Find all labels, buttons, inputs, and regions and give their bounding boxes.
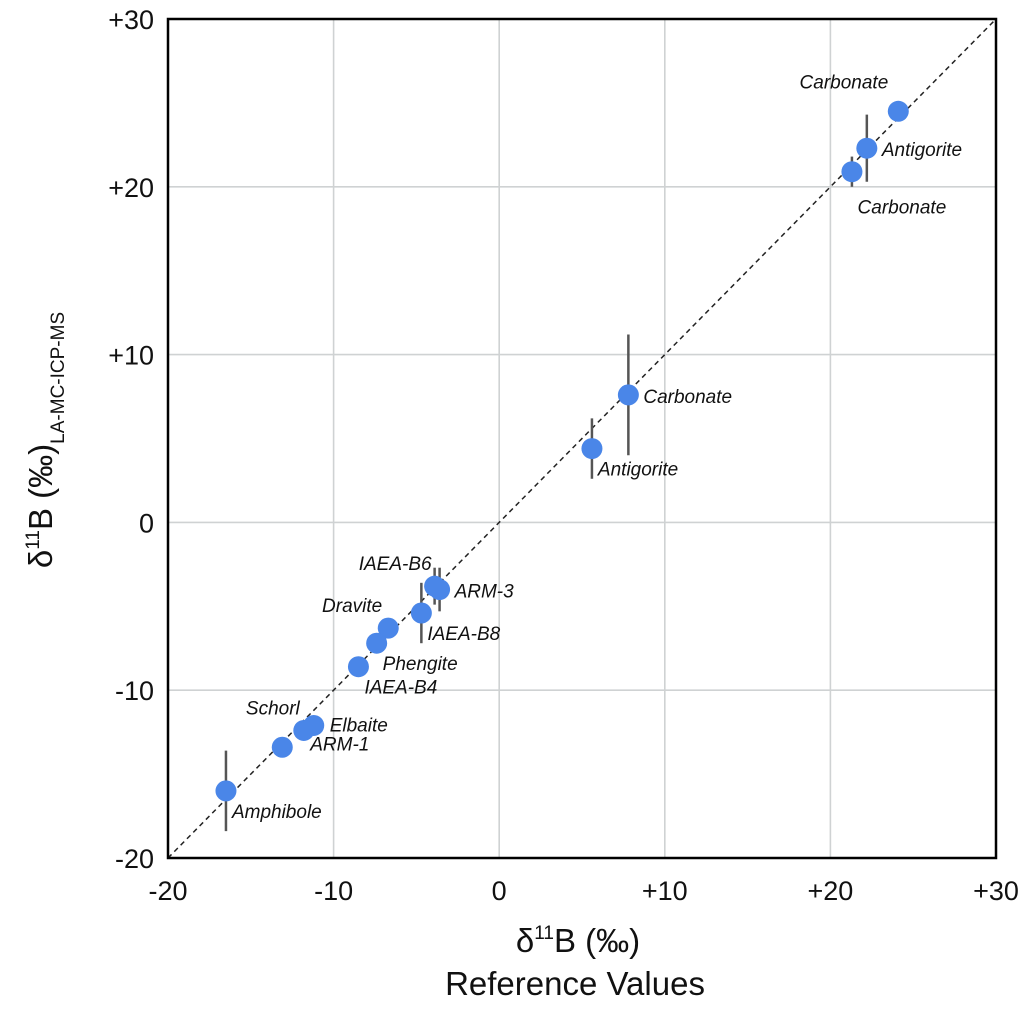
data-point	[293, 719, 315, 741]
point-label: Amphibole	[231, 802, 322, 823]
x-tick-labels: -20 -10 0 +10 +20 +30	[148, 876, 1018, 906]
data-point	[887, 100, 909, 122]
data-point	[410, 602, 432, 624]
point-label: IAEA-B4	[364, 678, 437, 699]
y-tick-label: -10	[115, 676, 154, 706]
point-label: Carbonate	[643, 387, 732, 408]
y-tick-label: -20	[115, 844, 154, 874]
x-tick-label: +20	[807, 876, 853, 906]
data-point	[841, 161, 863, 183]
x-axis-label: δ11B (‰)	[516, 922, 640, 959]
point-label: Antigorite	[881, 140, 962, 161]
data-point	[347, 656, 369, 678]
data-point	[271, 736, 293, 758]
data-point	[366, 632, 388, 654]
y-tick-label: +30	[108, 5, 154, 35]
point-label: Schorl	[246, 698, 301, 719]
data-point	[429, 579, 451, 601]
grid-lines	[168, 19, 996, 858]
point-label: IAEA-B8	[427, 624, 500, 645]
y-tick-label: +10	[108, 341, 154, 371]
point-label: ARM-1	[309, 734, 369, 755]
point-label: Phengite	[383, 654, 458, 675]
data-points	[215, 100, 909, 802]
x-tick-label: -20	[148, 876, 187, 906]
y-tick-label: +20	[108, 173, 154, 203]
x-tick-label: +30	[973, 876, 1019, 906]
point-label: Carbonate	[858, 198, 947, 219]
point-labels: Carbonate Antigorite Carbonate Carbonate Ant…	[231, 72, 962, 823]
one-to-one-reference-line	[167, 18, 997, 859]
data-point	[617, 384, 639, 406]
y-axis-label: δ11B (‰)LA-MC-ICP-MS	[22, 312, 69, 568]
point-label: Carbonate	[800, 72, 889, 93]
x-tick-label: +10	[642, 876, 688, 906]
point-label: Dravite	[322, 596, 382, 617]
point-label: ARM-3	[454, 582, 515, 603]
point-label: IAEA-B6	[359, 554, 432, 575]
x-axis-label-line2: Reference Values	[445, 965, 705, 1002]
data-point	[856, 137, 878, 159]
data-point	[215, 780, 237, 802]
y-tick-labels: -20 -10 0 +10 +20 +30	[108, 5, 154, 874]
point-label: Antigorite	[597, 460, 678, 481]
point-label: Elbaite	[330, 715, 388, 736]
plot-frame	[166, 17, 998, 860]
x-tick-label: -10	[314, 876, 353, 906]
data-point	[581, 438, 603, 460]
data-point	[377, 617, 399, 639]
x-tick-label: 0	[492, 876, 507, 906]
y-tick-label: 0	[139, 508, 154, 538]
